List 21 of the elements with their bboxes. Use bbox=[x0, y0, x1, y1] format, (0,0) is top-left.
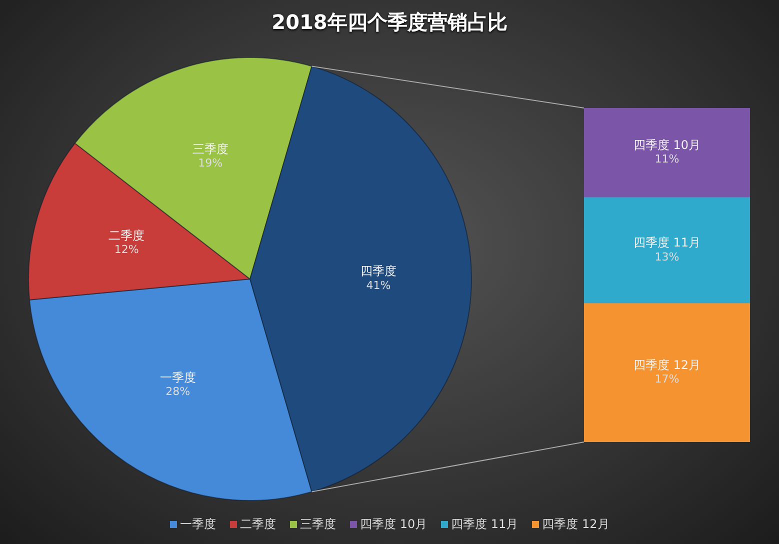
legend-label: 四季度 11月 bbox=[451, 516, 518, 532]
data-label: 19% bbox=[198, 156, 223, 170]
slice-label: 一季度 bbox=[160, 370, 196, 384]
legend-label: 四季度 10月 bbox=[360, 516, 428, 532]
legend-label: 四季度 12月 bbox=[542, 516, 610, 532]
legend-label: 三季度 bbox=[300, 516, 336, 532]
data-label: 17% bbox=[654, 372, 680, 386]
legend-label: 一季度 bbox=[180, 516, 216, 532]
data-label: 11% bbox=[654, 152, 680, 166]
data-label: 28% bbox=[166, 385, 190, 398]
data-label: 12% bbox=[114, 243, 139, 256]
slice-label: 二季度 bbox=[108, 228, 145, 242]
data-label: 13% bbox=[654, 250, 680, 264]
legend-label: 二季度 bbox=[240, 516, 276, 532]
text: 四季度 11月 bbox=[633, 236, 701, 250]
text: 四季度 10月 bbox=[633, 138, 701, 152]
slice-label: 三季度 bbox=[192, 142, 228, 156]
chart-title: 2018年四个季度营销占比 bbox=[270, 9, 508, 35]
text: 四季度 12月 bbox=[633, 358, 701, 372]
slice-label: 四季度 bbox=[360, 264, 396, 278]
data-label: 41% bbox=[366, 278, 391, 292]
